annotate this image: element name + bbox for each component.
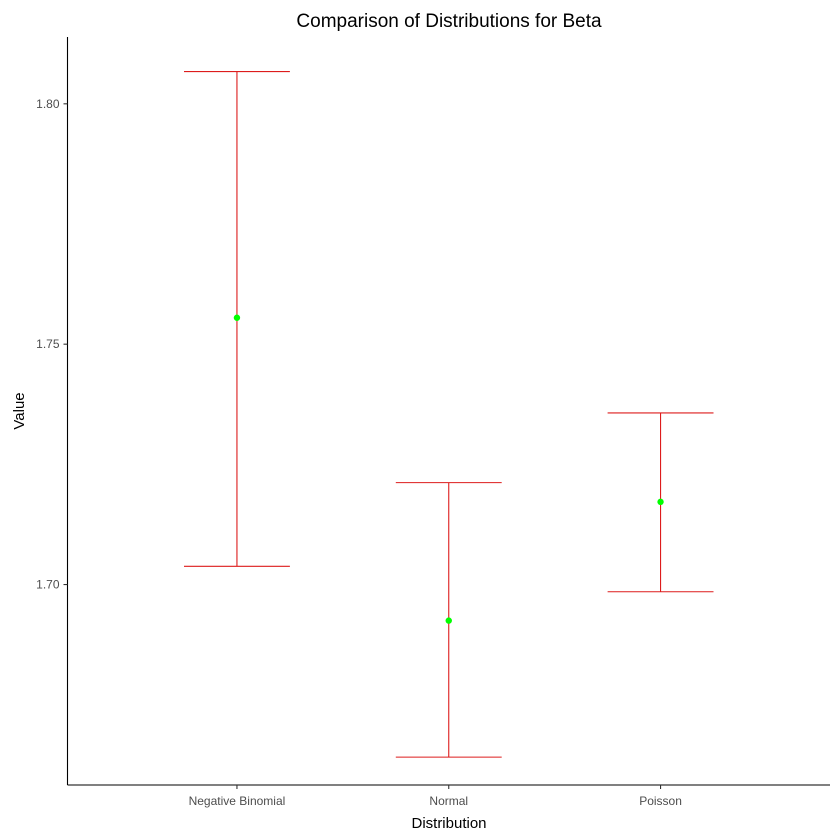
error-bar-marks <box>183 71 714 758</box>
x-axis-ticks: Negative Binomial Normal Poisson <box>189 785 682 808</box>
y-tick-label: 1.70 <box>36 578 60 592</box>
x-tick-label: Negative Binomial <box>189 794 286 808</box>
data-point <box>657 498 664 506</box>
y-axis-ticks: 1.70 1.75 1.80 <box>36 97 68 592</box>
data-point <box>233 314 241 321</box>
y-tick-label: 1.75 <box>36 337 60 351</box>
y-axis-title: Value <box>11 392 28 429</box>
y-tick-label: 1.80 <box>36 97 60 111</box>
x-tick-label: Poisson <box>639 794 682 808</box>
data-point <box>445 617 452 624</box>
x-tick-label: Normal <box>429 794 468 808</box>
chart-title: Comparison of Distributions for Beta <box>296 11 602 32</box>
x-axis-title: Distribution <box>411 815 486 832</box>
